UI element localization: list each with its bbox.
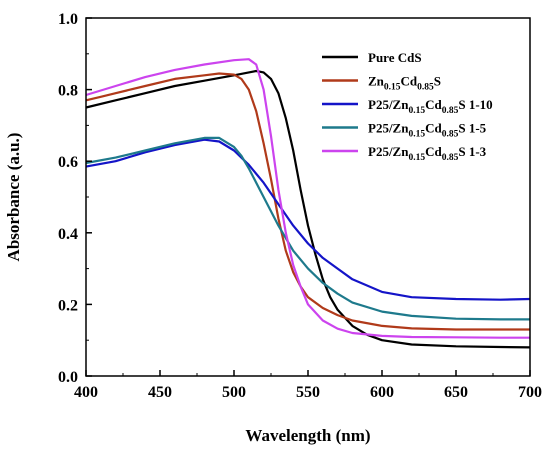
series-line-1 — [85, 69, 531, 349]
y-tick-label: 0.4 — [58, 226, 78, 243]
legend-label-3: P25/Zn0.15Cd0.85S 1-10 — [368, 97, 493, 116]
y-tick-label: 1.0 — [58, 11, 78, 28]
plot-frame — [85, 17, 531, 377]
series-layer — [85, 58, 531, 349]
y-tick-label: 0.6 — [58, 154, 78, 171]
x-axis-title: Wavelength (nm) — [245, 426, 370, 445]
x-tick-label: 400 — [74, 384, 98, 401]
legend-label-4: P25/Zn0.15Cd0.85S 1-5 — [368, 121, 487, 140]
x-tick-label: 650 — [444, 384, 468, 401]
y-tick-label: 0.2 — [58, 297, 78, 314]
series-line-5 — [85, 58, 530, 339]
x-tick-label: 700 — [518, 384, 542, 401]
legend-label-2: Zn0.15Cd0.85S — [368, 74, 441, 93]
series-line-4 — [85, 136, 530, 321]
legend-label-1: Pure CdS — [368, 50, 422, 65]
series-line-3 — [85, 138, 531, 301]
y-tick-label: 0.0 — [58, 369, 78, 386]
x-tick-label: 600 — [370, 384, 394, 401]
legend: Pure CdS Zn0.15Cd0.85S P25/Zn0.15Cd0.85S 1… — [322, 50, 493, 163]
x-tick-label: 550 — [296, 384, 320, 401]
ticks-layer: 400 450 500 550 600 650 700 0.0 0.2 0.4 0.6 0.8 1.0 — [58, 11, 542, 401]
legend-label-5: P25/Zn0.15Cd0.85S 1-3 — [368, 144, 487, 163]
y-axis-title: Absorbance (a.u.) — [4, 133, 23, 262]
x-tick-label: 500 — [222, 384, 246, 401]
x-tick-label: 450 — [148, 384, 172, 401]
y-tick-label: 0.8 — [58, 83, 78, 100]
